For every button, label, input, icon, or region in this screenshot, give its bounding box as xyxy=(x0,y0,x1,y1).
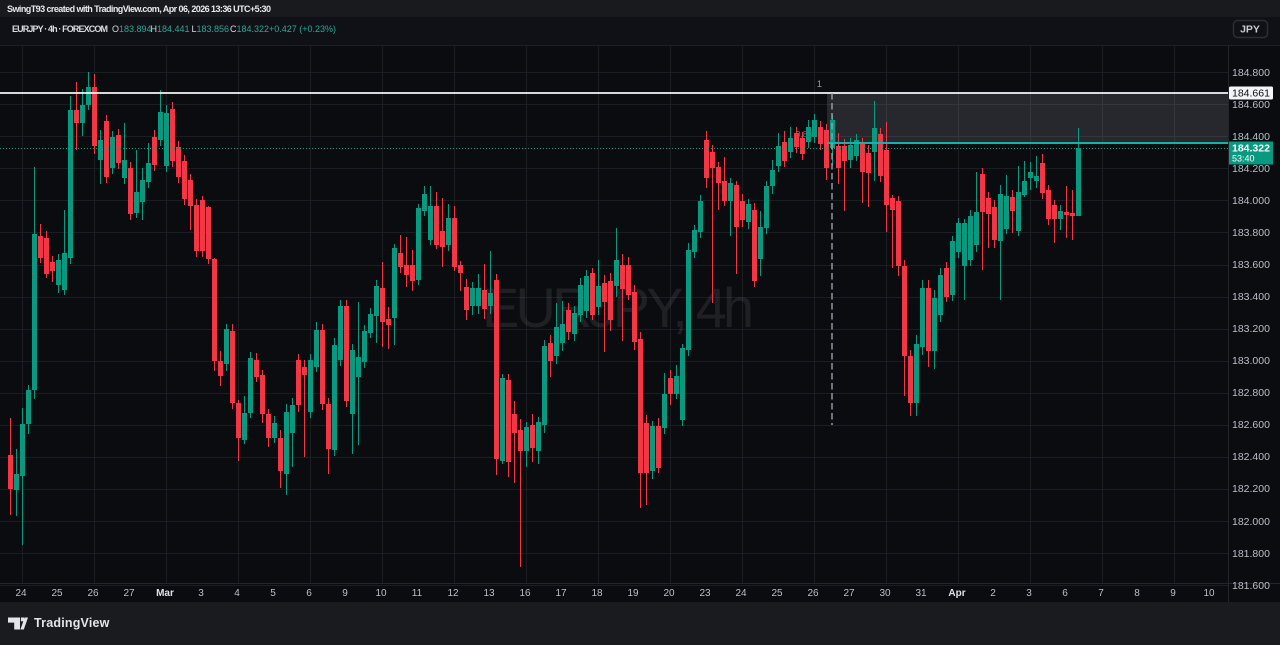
svg-text:182.800: 182.800 xyxy=(1232,387,1270,399)
svg-text:27: 27 xyxy=(123,588,135,599)
svg-text:Apr: Apr xyxy=(948,588,965,599)
svg-text:16: 16 xyxy=(519,588,531,599)
svg-text:184.000: 184.000 xyxy=(1232,195,1270,207)
svg-text:53:40: 53:40 xyxy=(1232,154,1255,164)
svg-text:184.200: 184.200 xyxy=(1232,163,1270,175)
svg-text:SwingT93 created with TradingV: SwingT93 created with TradingView.com, A… xyxy=(7,4,271,14)
svg-text:12: 12 xyxy=(447,588,459,599)
svg-text:26: 26 xyxy=(807,588,819,599)
svg-text:20: 20 xyxy=(663,588,675,599)
svg-text:3: 3 xyxy=(198,588,204,599)
svg-text:181.800: 181.800 xyxy=(1232,548,1270,560)
svg-text:23: 23 xyxy=(699,588,711,599)
svg-text:19: 19 xyxy=(627,588,639,599)
svg-text:17: 17 xyxy=(555,588,567,599)
svg-text:3: 3 xyxy=(1026,588,1032,599)
svg-text:26: 26 xyxy=(87,588,99,599)
svg-text:4: 4 xyxy=(234,588,240,599)
svg-text:8: 8 xyxy=(1134,588,1140,599)
svg-text:H184.441: H184.441 xyxy=(151,24,190,34)
svg-text:181.600: 181.600 xyxy=(1232,580,1270,592)
svg-text:25: 25 xyxy=(771,588,783,599)
svg-text:184.600: 184.600 xyxy=(1232,99,1270,111)
svg-text:182.600: 182.600 xyxy=(1232,419,1270,431)
svg-text:183.200: 183.200 xyxy=(1232,323,1270,335)
svg-text:2: 2 xyxy=(990,588,996,599)
svg-text:1: 1 xyxy=(817,79,822,90)
svg-text:EURJPY, 4h: EURJPY, 4h xyxy=(482,276,754,339)
svg-text:184.322: 184.322 xyxy=(1232,143,1270,155)
svg-text:183.800: 183.800 xyxy=(1232,227,1270,239)
svg-text:O183.894: O183.894 xyxy=(112,24,152,34)
svg-text:5: 5 xyxy=(270,588,276,599)
svg-text:30: 30 xyxy=(879,588,891,599)
svg-text:27: 27 xyxy=(843,588,855,599)
svg-text:11: 11 xyxy=(412,588,423,599)
svg-text:182.400: 182.400 xyxy=(1232,451,1270,463)
svg-text:184.400: 184.400 xyxy=(1232,131,1270,143)
svg-text:10: 10 xyxy=(1203,588,1215,599)
svg-text:183.000: 183.000 xyxy=(1232,355,1270,367)
svg-text:6: 6 xyxy=(306,588,312,599)
svg-text:EURJPY · 4h · FOREXCOM: EURJPY · 4h · FOREXCOM xyxy=(12,24,108,34)
svg-text:24: 24 xyxy=(735,588,747,599)
svg-text:L183.856: L183.856 xyxy=(192,24,230,34)
svg-text:6: 6 xyxy=(1062,588,1068,599)
svg-text:184.800: 184.800 xyxy=(1232,67,1270,79)
svg-text:13: 13 xyxy=(483,588,495,599)
svg-text:184.661: 184.661 xyxy=(1232,88,1270,100)
svg-text:182.200: 182.200 xyxy=(1232,483,1270,495)
svg-text:9: 9 xyxy=(342,588,348,599)
svg-text:10: 10 xyxy=(375,588,387,599)
svg-text:31: 31 xyxy=(915,588,927,599)
svg-text:TradingView: TradingView xyxy=(34,616,110,630)
svg-text:18: 18 xyxy=(591,588,603,599)
svg-text:183.600: 183.600 xyxy=(1232,259,1270,271)
svg-text:9: 9 xyxy=(1170,588,1176,599)
svg-text:24: 24 xyxy=(15,588,27,599)
svg-text:7: 7 xyxy=(1098,588,1104,599)
svg-text:C184.322: C184.322 xyxy=(230,24,269,34)
svg-text:25: 25 xyxy=(51,588,63,599)
svg-text:183.400: 183.400 xyxy=(1232,291,1270,303)
svg-text:182.000: 182.000 xyxy=(1232,516,1270,528)
svg-text:JPY: JPY xyxy=(1240,24,1260,36)
svg-text:+0.427 (+0.23%): +0.427 (+0.23%) xyxy=(269,24,336,34)
svg-text:Mar: Mar xyxy=(156,588,174,599)
